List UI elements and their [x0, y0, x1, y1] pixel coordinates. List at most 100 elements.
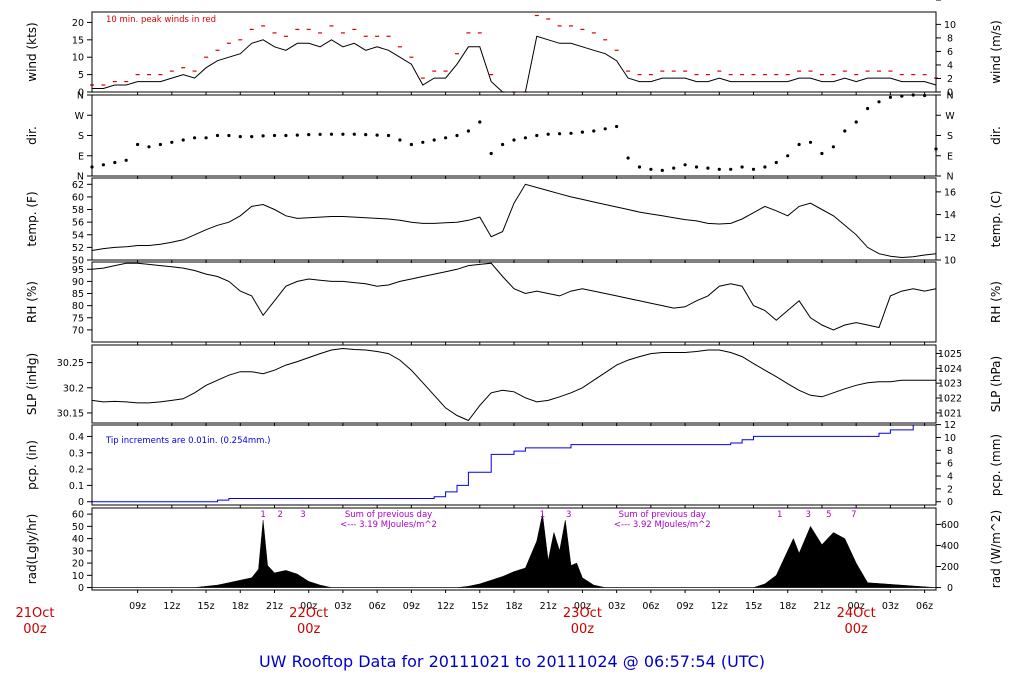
wind-left-tick-label: 20 [72, 18, 84, 29]
wind-left-tick-label: 5 [78, 70, 84, 81]
dir-point [421, 140, 425, 144]
dir-right-tick-label: S [947, 131, 953, 142]
temp-right-axis-label: temp. (C) [989, 191, 1003, 248]
rad-left-tick-label: 50 [72, 522, 84, 533]
wind-right-tick-label: 4 [947, 60, 953, 71]
time-tick-label: 06z [916, 601, 933, 612]
rad-annotation: <--- 3.92 MJoules/m^2 [614, 520, 711, 530]
date-label: 21Oct [15, 606, 54, 621]
dir-right-axis-label: dir. [989, 126, 1003, 145]
slp-right-tick-label: 1025 [938, 349, 962, 360]
time-tick-label: 09z [677, 601, 694, 612]
rad-annotation: <--- 3.19 MJoules/m^2 [340, 520, 437, 530]
rad-left-tick-label: 20 [72, 559, 84, 570]
dir-point [272, 133, 277, 138]
panel-wind: 0 5 10 15 20 0 2 4 6 8 10 wind (kts) wind (m/s) 10 mi… [25, 11, 1003, 99]
rad-hour-marker: 1 [260, 510, 265, 520]
slp-right-tick-label: 1023 [938, 379, 962, 390]
dir-point [193, 136, 197, 140]
pcp-right-tick-label: 8 [947, 446, 953, 457]
time-tick-label: 15z [745, 601, 762, 612]
wind-series-line [92, 35, 937, 93]
panel-pcp: 0 0.1 0.2 0.3 0.4 0 24 6 8 10 12 pcp. (in) pcp. (mm)… [25, 420, 1003, 508]
dir-point [238, 135, 242, 139]
dir-point [170, 140, 174, 144]
dir-point [455, 133, 459, 138]
temp-right-tick-label: 12 [944, 233, 956, 244]
dir-point [546, 132, 550, 136]
dir-point [603, 127, 607, 131]
dir-point [740, 165, 744, 169]
dir-point [227, 133, 231, 138]
slp-frame [91, 344, 937, 424]
temp-frame [91, 177, 937, 261]
dir-point [375, 133, 379, 137]
dir-point [147, 145, 151, 149]
dir-point [295, 133, 299, 137]
rad-hour-marker: 3 [806, 510, 811, 520]
dir-point [386, 133, 391, 138]
rad-annotation: Sum of previous day [345, 510, 432, 520]
rh-right-tick-label: 95 [944, 0, 956, 3]
dir-point [261, 134, 265, 138]
pcp-right-tick-label: 4 [947, 472, 953, 483]
temp-series-line [91, 183, 937, 259]
slp-left-axis-label: SLP (inHg) [25, 353, 39, 415]
time-tick-label: 06z [369, 601, 386, 612]
dir-point [432, 138, 436, 142]
rh-left-tick-label: 75 [72, 313, 84, 324]
dir-right-tick-label: E [947, 151, 953, 162]
dir-point [398, 138, 402, 142]
time-tick-label: 03z [882, 601, 899, 612]
dir-point [729, 167, 733, 171]
rad-hour-marker: 1 [540, 510, 545, 520]
time-tick-label: 12z [163, 601, 180, 612]
rh-right-tick-label: 90 [944, 0, 956, 3]
rh-right-tick-label: 70 [944, 0, 956, 3]
pcp-right-axis-label: pcp. (mm) [989, 434, 1003, 496]
rad-left-tick-label: 60 [72, 510, 84, 521]
rh-right-tick-label: 75 [944, 0, 956, 3]
dir-point [113, 160, 117, 165]
time-tick-label: 21z [813, 601, 830, 612]
dir-left-tick-label: W [75, 111, 85, 122]
time-tick-label: 15z [198, 601, 215, 612]
dir-point [341, 132, 345, 136]
time-axis: 09z 12z 15z 18z 21z 00z 03z 06z 09z 12z 15z 18z 21z 0… [15, 601, 933, 637]
temp-left-axis-label: temp. (F) [25, 191, 39, 246]
dir-left-tick-label: S [78, 131, 84, 142]
pcp-left-axis-label: pcp. (in) [25, 440, 39, 490]
dir-point [329, 132, 334, 136]
rad-hour-marker: 3 [566, 510, 571, 520]
dir-point [831, 145, 836, 149]
date-label: 23Oct [563, 606, 602, 621]
rad-series-area [92, 514, 937, 588]
pcp-left-tick-label: 0.4 [69, 432, 84, 443]
pcp-left-tick-label: 0.3 [69, 448, 84, 459]
temp-right-tick-label: 16 [944, 187, 956, 198]
dir-left-axis-label: dir. [25, 126, 39, 145]
wind-left-tick-label: 0 [78, 88, 84, 99]
dir-point [660, 168, 664, 172]
time-tick-label: 00z [574, 601, 591, 612]
rad-left-tick-label: 40 [72, 534, 84, 545]
dir-point [478, 120, 482, 124]
time-tick-label: 09z [403, 601, 420, 612]
time-tick-label: 03z [608, 601, 625, 612]
rad-hour-marker: 5 [826, 510, 831, 520]
dir-point [820, 151, 824, 156]
dir-point [866, 106, 870, 111]
dir-point [592, 129, 596, 133]
dir-point [888, 95, 893, 99]
panel-rh: 707580859095707580859095RH (%)RH (%) [25, 0, 1003, 345]
dir-point [683, 163, 687, 167]
wind-right-tick-label: 10 [944, 20, 956, 31]
rad-hour-marker: 7 [851, 510, 856, 520]
dir-point [466, 129, 470, 133]
rh-left-axis-label: RH (%) [25, 281, 39, 323]
rh-series-line [91, 262, 937, 331]
temp-right-tick-label: 14 [944, 210, 956, 221]
slp-left-tick-label: 30.15 [57, 408, 84, 419]
